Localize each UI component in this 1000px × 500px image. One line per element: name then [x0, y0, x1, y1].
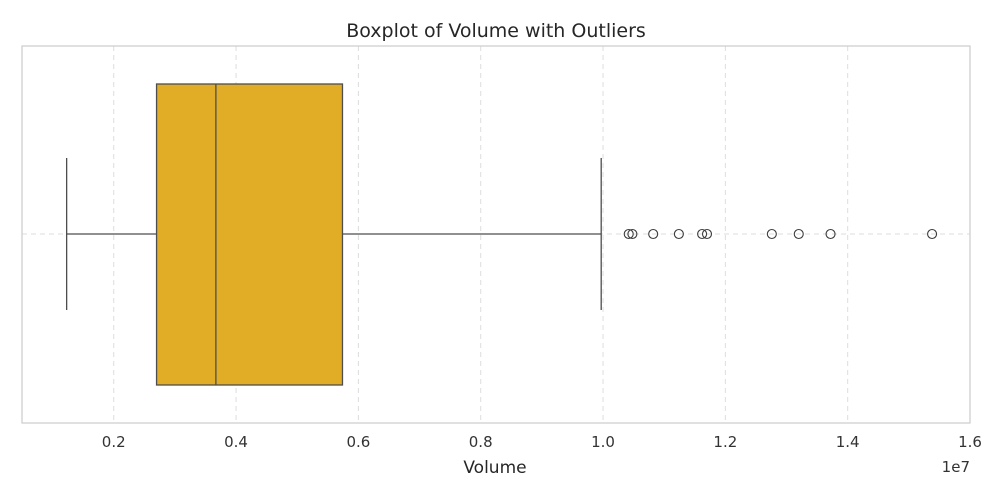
x-tick-label: 0.6	[346, 433, 370, 451]
outlier-point	[623, 228, 634, 240]
outlier-point	[701, 228, 713, 240]
outlier-point	[627, 228, 638, 240]
outlier-point	[673, 228, 684, 240]
outlier-point	[927, 228, 938, 240]
box-plot	[65, 83, 602, 386]
interquartile-box	[155, 83, 344, 386]
plot-area-frame	[21, 45, 971, 424]
x-tick-label: 0.8	[469, 433, 493, 451]
x-tick-label: 0.2	[102, 433, 126, 451]
x-axis-offset-label: 1e7	[942, 458, 970, 476]
outlier-point	[766, 228, 777, 240]
chart-title: Boxplot of Volume with Outliers	[346, 20, 646, 42]
x-tick-label: 1.2	[713, 433, 737, 451]
x-axis-ticks: 0.2 0.4 0.6 0.8 1.0 1.2 1.4 1.6	[102, 433, 982, 451]
x-tick-label: 1.0	[591, 433, 615, 451]
x-tick-label: 0.4	[224, 433, 248, 451]
outlier-point	[825, 228, 836, 240]
x-axis-label: Volume	[463, 458, 526, 478]
outlier-point	[648, 228, 659, 240]
outlier-point	[697, 228, 708, 240]
x-tick-label: 1.6	[958, 433, 982, 451]
x-tick-label: 1.4	[836, 433, 860, 451]
outliers	[623, 228, 938, 240]
outlier-point	[793, 228, 804, 240]
